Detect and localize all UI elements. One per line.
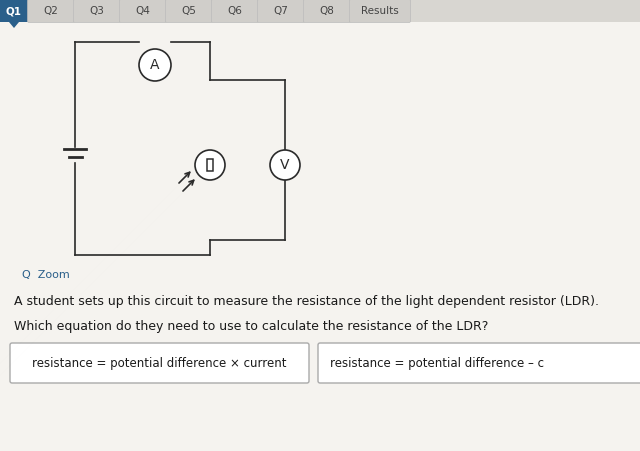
FancyBboxPatch shape bbox=[318, 343, 640, 383]
Text: Q3: Q3 bbox=[90, 6, 104, 16]
Circle shape bbox=[270, 150, 300, 180]
FancyBboxPatch shape bbox=[211, 0, 259, 23]
Text: Q2: Q2 bbox=[44, 6, 58, 16]
FancyBboxPatch shape bbox=[257, 0, 305, 23]
FancyBboxPatch shape bbox=[74, 0, 120, 23]
Text: Q  Zoom: Q Zoom bbox=[22, 270, 70, 280]
Text: Results: Results bbox=[361, 6, 399, 16]
FancyBboxPatch shape bbox=[303, 0, 351, 23]
Text: Q1: Q1 bbox=[6, 6, 22, 16]
FancyBboxPatch shape bbox=[349, 0, 410, 23]
Text: A: A bbox=[150, 58, 160, 72]
Text: Q6: Q6 bbox=[228, 6, 243, 16]
FancyBboxPatch shape bbox=[10, 343, 309, 383]
Circle shape bbox=[139, 49, 171, 81]
Text: V: V bbox=[280, 158, 290, 172]
FancyBboxPatch shape bbox=[120, 0, 166, 23]
Text: Q7: Q7 bbox=[273, 6, 289, 16]
FancyBboxPatch shape bbox=[0, 0, 28, 22]
Text: resistance = potential difference – c: resistance = potential difference – c bbox=[330, 356, 544, 369]
Text: Q4: Q4 bbox=[136, 6, 150, 16]
FancyBboxPatch shape bbox=[28, 0, 74, 23]
Polygon shape bbox=[9, 22, 19, 28]
Text: Q5: Q5 bbox=[182, 6, 196, 16]
Circle shape bbox=[195, 150, 225, 180]
Text: Q8: Q8 bbox=[319, 6, 335, 16]
Text: A student sets up this circuit to measure the resistance of the light dependent : A student sets up this circuit to measur… bbox=[14, 295, 599, 308]
Bar bbox=[207, 159, 213, 171]
Text: resistance = potential difference × current: resistance = potential difference × curr… bbox=[32, 356, 287, 369]
Bar bbox=[0, 0, 640, 22]
Text: Which equation do they need to use to calculate the resistance of the LDR?: Which equation do they need to use to ca… bbox=[14, 320, 488, 333]
FancyBboxPatch shape bbox=[166, 0, 212, 23]
